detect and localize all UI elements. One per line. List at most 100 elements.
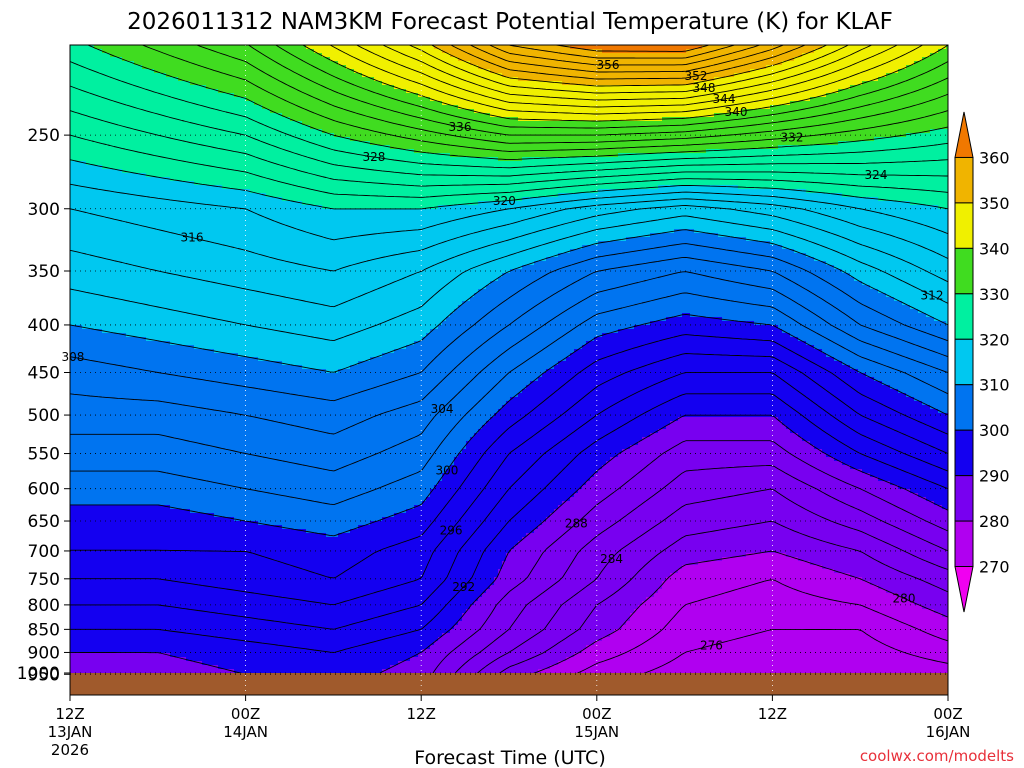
field-cell (86, 101, 91, 106)
field-cell (82, 69, 87, 74)
field-cell (206, 53, 211, 58)
field-cell (170, 69, 175, 74)
field-cell (126, 65, 131, 70)
field-cell (342, 101, 347, 106)
field-cell (786, 45, 791, 50)
field-cell (874, 45, 879, 50)
field-cell (422, 69, 427, 74)
field-cell (130, 109, 135, 114)
field-cell (298, 53, 303, 58)
field-cell (718, 57, 723, 62)
field-cell (154, 45, 159, 50)
field-cell (158, 65, 163, 70)
field-cell (578, 109, 583, 114)
field-cell (126, 109, 131, 114)
field-cell (338, 45, 343, 50)
field-cell (90, 97, 95, 102)
field-cell (802, 73, 807, 78)
field-cell (650, 73, 655, 78)
field-cell (222, 93, 227, 98)
field-cell (586, 45, 591, 50)
field-cell (818, 69, 823, 74)
field-cell (194, 69, 199, 74)
field-cell (902, 49, 907, 54)
field-cell (786, 61, 791, 66)
field-cell (842, 81, 847, 86)
field-cell (882, 53, 887, 58)
field-cell (238, 61, 243, 66)
field-cell (778, 57, 783, 62)
field-cell (406, 97, 411, 102)
field-cell (482, 89, 487, 94)
field-cell (546, 105, 551, 110)
field-cell (886, 53, 891, 58)
field-cell (70, 105, 75, 110)
field-cell (566, 49, 571, 54)
field-cell (662, 109, 667, 114)
field-cell (78, 93, 83, 98)
field-cell (110, 89, 115, 94)
field-cell (678, 105, 683, 110)
field-cell (838, 73, 843, 78)
field-cell (270, 81, 275, 86)
field-cell (822, 49, 827, 54)
field-cell (406, 61, 411, 66)
field-cell (174, 49, 179, 54)
field-cell (86, 97, 91, 102)
field-cell (522, 105, 527, 110)
field-cell (250, 53, 255, 58)
field-cell (214, 53, 219, 58)
field-cell (174, 85, 179, 90)
field-cell (590, 109, 595, 114)
field-cell (142, 81, 147, 86)
field-cell (382, 73, 387, 78)
field-cell (554, 85, 559, 90)
field-cell (426, 81, 431, 86)
field-cell (406, 109, 411, 114)
field-cell (250, 77, 255, 82)
field-cell (134, 45, 139, 50)
field-cell (122, 109, 127, 114)
field-cell (538, 61, 543, 66)
field-cell (206, 73, 211, 78)
field-cell (90, 65, 95, 70)
field-cell (282, 109, 287, 114)
field-cell (822, 109, 827, 114)
field-cell (450, 97, 455, 102)
field-cell (746, 81, 751, 86)
field-cell (834, 85, 839, 90)
field-cell (802, 49, 807, 54)
field-cell (650, 45, 655, 50)
field-cell (222, 45, 227, 50)
field-cell (350, 73, 355, 78)
field-cell (362, 77, 367, 82)
field-cell (154, 97, 159, 102)
field-cell (846, 93, 851, 98)
field-cell (254, 73, 259, 78)
field-cell (626, 69, 631, 74)
field-cell (286, 45, 291, 50)
field-cell (638, 53, 643, 58)
field-cell (766, 93, 771, 98)
field-cell (454, 69, 459, 74)
field-cell (110, 109, 115, 114)
field-cell (306, 97, 311, 102)
field-cell (798, 85, 803, 90)
field-cell (898, 89, 903, 94)
field-cell (518, 49, 523, 54)
field-cell (170, 85, 175, 90)
field-cell (174, 81, 179, 86)
field-cell (74, 105, 79, 110)
field-cell (82, 57, 87, 62)
field-cell (710, 109, 715, 114)
field-cell (238, 45, 243, 50)
field-cell (98, 65, 103, 70)
field-cell (806, 57, 811, 62)
field-cell (610, 73, 615, 78)
field-cell (842, 69, 847, 74)
field-cell (226, 57, 231, 62)
field-cell (202, 77, 207, 82)
field-cell (566, 97, 571, 102)
field-cell (802, 85, 807, 90)
field-cell (330, 109, 335, 114)
